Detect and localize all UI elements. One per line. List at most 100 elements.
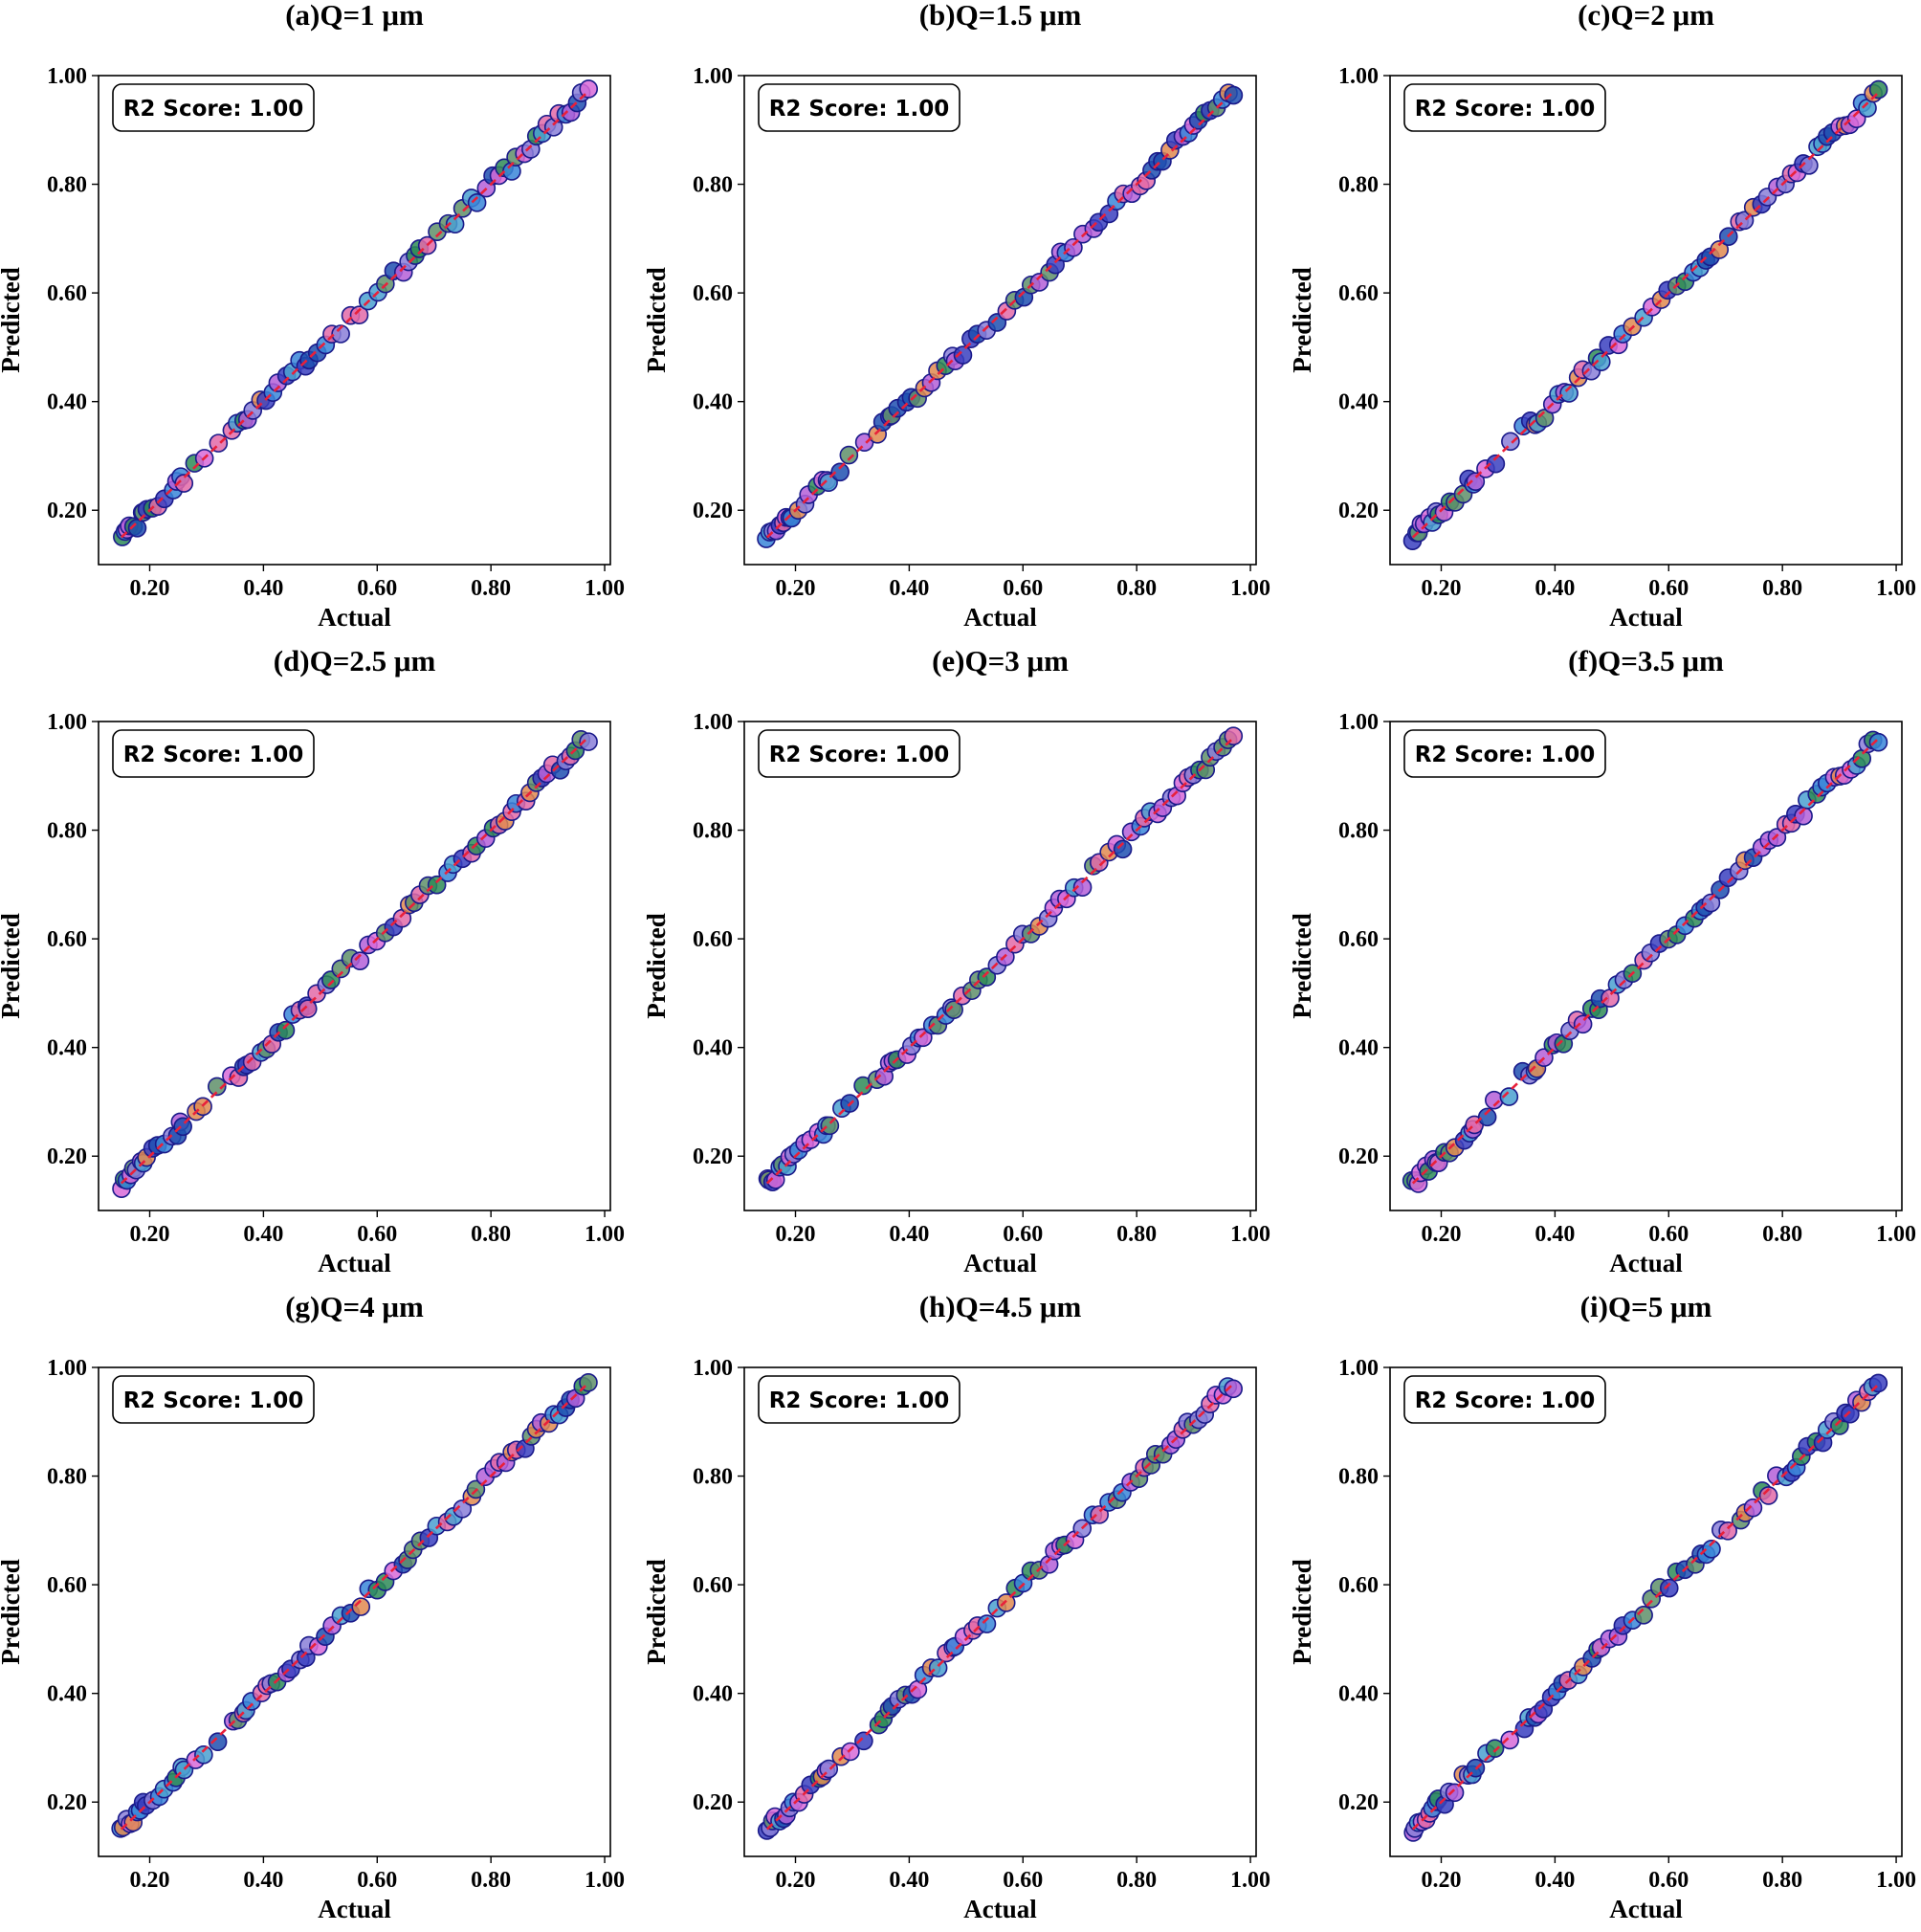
scatter-point bbox=[1659, 1578, 1679, 1598]
x-tick-label: 0.20 bbox=[130, 576, 170, 601]
r2-score-box bbox=[1403, 1375, 1606, 1424]
axes-frame bbox=[743, 721, 1257, 1211]
r2-score-box bbox=[112, 729, 315, 778]
chart-panel-2: (b)Q=1.5 μm 0.20 0.20 0.40 0.40 0.60 0.60 0.80 0… bbox=[642, 0, 1286, 640]
chart-svg: (f)Q=3.5 μm 0.20 0.20 0.40 0.40 0.60 0.60 0.80 0… bbox=[1288, 644, 1916, 1277]
scatter-point bbox=[1486, 454, 1506, 474]
x-tick-label: 0.60 bbox=[1648, 576, 1689, 601]
y-axis-label: Predicted bbox=[1288, 913, 1316, 1018]
x-tick-label: 1.00 bbox=[1876, 1868, 1916, 1893]
scatter-point bbox=[453, 1499, 473, 1519]
axes-frame bbox=[98, 1366, 611, 1857]
scatter-point bbox=[445, 214, 465, 234]
x-axis-label: Actual bbox=[963, 603, 1037, 632]
x-tick-label: 0.40 bbox=[1535, 1868, 1575, 1893]
y-tick-label: 1.00 bbox=[1338, 1356, 1379, 1381]
x-tick-label: 0.80 bbox=[1116, 1868, 1157, 1893]
scatter-point bbox=[1072, 877, 1093, 898]
r2-score-label: R2 Score: 1.00 bbox=[1415, 97, 1596, 122]
y-tick-label: 0.40 bbox=[693, 390, 733, 415]
scatter-point bbox=[944, 1000, 963, 1019]
y-tick-label: 0.60 bbox=[693, 927, 733, 952]
y-tick-label: 1.00 bbox=[693, 1356, 733, 1381]
y-axis-label: Predicted bbox=[0, 913, 25, 1018]
scatter-point bbox=[208, 1732, 228, 1752]
chart-title: (g)Q=4 μm bbox=[285, 1290, 424, 1323]
plot-area bbox=[1403, 1373, 1888, 1842]
x-tick-label: 0.60 bbox=[1003, 1868, 1043, 1893]
scatter-point bbox=[928, 1658, 948, 1677]
y-tick-label: 0.20 bbox=[47, 1790, 87, 1815]
chart-panel-1: (a)Q=1 μm 0.20 0.20 0.40 0.40 0.60 0.60 0.80 0.8… bbox=[0, 0, 640, 640]
x-tick-label: 1.00 bbox=[1230, 1222, 1270, 1247]
x-tick-label: 0.40 bbox=[243, 576, 283, 601]
chart-title: (i)Q=5 μm bbox=[1580, 1290, 1712, 1323]
x-tick-label: 1.00 bbox=[1876, 576, 1916, 601]
x-tick-label: 0.20 bbox=[776, 576, 816, 601]
scatter-point bbox=[1758, 1486, 1778, 1505]
chart-panel-4: (d)Q=2.5 μm 0.20 0.20 0.40 0.40 0.60 0.60 0.80 0… bbox=[0, 644, 640, 1286]
r2-score-box bbox=[112, 1375, 315, 1424]
x-tick-label: 0.80 bbox=[1762, 1222, 1802, 1247]
y-axis-label: Predicted bbox=[1288, 1559, 1316, 1664]
y-tick-label: 0.80 bbox=[47, 819, 87, 844]
y-tick-label: 0.60 bbox=[47, 927, 87, 952]
r2-score-box bbox=[1403, 729, 1606, 778]
plot-area bbox=[1402, 79, 1888, 550]
y-tick-label: 0.80 bbox=[693, 819, 733, 844]
y-tick-label: 0.80 bbox=[1338, 819, 1379, 844]
scatter-point bbox=[1868, 732, 1888, 752]
scatter-point bbox=[819, 473, 838, 492]
plot-area bbox=[758, 726, 1244, 1192]
y-tick-label: 0.60 bbox=[693, 1573, 733, 1598]
chart-panel-6: (f)Q=3.5 μm 0.20 0.20 0.40 0.40 0.60 0.60 0.80 0… bbox=[1288, 644, 1921, 1286]
reference-line bbox=[120, 1383, 589, 1831]
r2-score-box bbox=[758, 729, 960, 778]
scatter-point bbox=[839, 445, 859, 465]
y-tick-label: 0.20 bbox=[1338, 1790, 1379, 1815]
reference-line bbox=[765, 91, 1235, 539]
y-tick-label: 0.40 bbox=[47, 1682, 87, 1707]
scatter-point bbox=[579, 79, 599, 99]
scatter-point bbox=[854, 1731, 873, 1751]
scatter-point bbox=[1466, 472, 1486, 492]
y-axis-label: Predicted bbox=[0, 1559, 25, 1664]
x-tick-label: 0.60 bbox=[357, 1222, 397, 1247]
reference-line bbox=[1411, 1383, 1881, 1831]
chart-panel-5: (e)Q=3 μm 0.20 0.20 0.40 0.40 0.60 0.60 0.80 0.8… bbox=[642, 644, 1286, 1286]
scatter-point bbox=[1064, 237, 1083, 257]
scatter-point bbox=[1868, 79, 1888, 100]
y-axis-label: Predicted bbox=[642, 267, 671, 372]
x-tick-label: 0.60 bbox=[357, 576, 397, 601]
x-tick-label: 0.20 bbox=[776, 1222, 816, 1247]
axes-frame bbox=[743, 1366, 1257, 1857]
x-axis-label: Actual bbox=[318, 603, 391, 632]
x-axis-label: Actual bbox=[1609, 1895, 1683, 1923]
y-tick-label: 1.00 bbox=[47, 1356, 87, 1381]
x-tick-label: 0.60 bbox=[1648, 1222, 1689, 1247]
scatter-point bbox=[1701, 893, 1721, 913]
scatter-point bbox=[1445, 1783, 1465, 1803]
scatter-point bbox=[1485, 1739, 1505, 1758]
y-tick-label: 0.60 bbox=[47, 1573, 87, 1598]
y-tick-label: 0.20 bbox=[47, 1144, 87, 1169]
x-tick-label: 0.80 bbox=[1116, 1222, 1157, 1247]
y-tick-label: 0.60 bbox=[1338, 1573, 1379, 1598]
scatter-point bbox=[194, 1745, 213, 1765]
y-tick-label: 0.20 bbox=[47, 499, 87, 523]
scatter-point bbox=[276, 1020, 296, 1040]
plot-area bbox=[112, 730, 598, 1198]
reference-line bbox=[765, 1383, 1235, 1831]
x-tick-label: 0.40 bbox=[889, 576, 929, 601]
x-tick-label: 0.80 bbox=[471, 1868, 511, 1893]
y-tick-label: 0.20 bbox=[693, 1144, 733, 1169]
scatter-point bbox=[1743, 1498, 1763, 1518]
reference-line bbox=[1411, 737, 1881, 1185]
x-tick-label: 0.40 bbox=[1535, 1222, 1575, 1247]
x-tick-label: 0.80 bbox=[471, 576, 511, 601]
chart-svg: (c)Q=2 μm 0.20 0.20 0.40 0.40 0.60 0.60 0.80 0.8… bbox=[1288, 0, 1916, 632]
scatter-point bbox=[207, 1077, 227, 1097]
scatter-point bbox=[1718, 1521, 1737, 1541]
y-tick-label: 0.60 bbox=[1338, 281, 1379, 306]
scatter-point bbox=[1634, 1606, 1653, 1625]
